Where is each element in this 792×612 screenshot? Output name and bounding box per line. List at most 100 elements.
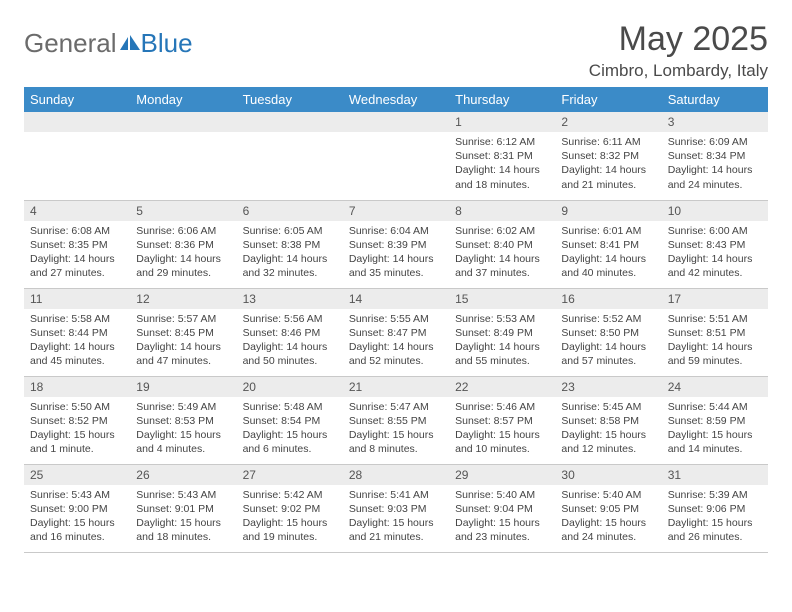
daylight-line: Daylight: 15 hours and 8 minutes. [349, 428, 443, 456]
calendar-cell: 24Sunrise: 5:44 AMSunset: 8:59 PMDayligh… [662, 376, 768, 464]
calendar-cell: 26Sunrise: 5:43 AMSunset: 9:01 PMDayligh… [130, 464, 236, 552]
calendar-cell: 29Sunrise: 5:40 AMSunset: 9:04 PMDayligh… [449, 464, 555, 552]
sunset-line: Sunset: 8:52 PM [30, 414, 124, 428]
day-details: Sunrise: 5:42 AMSunset: 9:02 PMDaylight:… [237, 485, 343, 551]
day-details: Sunrise: 5:43 AMSunset: 9:01 PMDaylight:… [130, 485, 236, 551]
day-number: 1 [449, 112, 555, 132]
calendar-cell: 28Sunrise: 5:41 AMSunset: 9:03 PMDayligh… [343, 464, 449, 552]
sunrise-line: Sunrise: 6:06 AM [136, 224, 230, 238]
sunset-line: Sunset: 8:55 PM [349, 414, 443, 428]
daylight-line: Daylight: 14 hours and 29 minutes. [136, 252, 230, 280]
daylight-line: Daylight: 14 hours and 37 minutes. [455, 252, 549, 280]
day-details: Sunrise: 5:57 AMSunset: 8:45 PMDaylight:… [130, 309, 236, 375]
daylight-line: Daylight: 15 hours and 24 minutes. [561, 516, 655, 544]
calendar-cell: 15Sunrise: 5:53 AMSunset: 8:49 PMDayligh… [449, 288, 555, 376]
sunrise-line: Sunrise: 5:44 AM [668, 400, 762, 414]
calendar-cell: 1Sunrise: 6:12 AMSunset: 8:31 PMDaylight… [449, 112, 555, 200]
day-number: 17 [662, 289, 768, 309]
calendar-cell: 3Sunrise: 6:09 AMSunset: 8:34 PMDaylight… [662, 112, 768, 200]
day-number: 5 [130, 201, 236, 221]
sunset-line: Sunset: 8:43 PM [668, 238, 762, 252]
day-header-row: Sunday Monday Tuesday Wednesday Thursday… [24, 87, 768, 112]
day-number: 29 [449, 465, 555, 485]
sunrise-line: Sunrise: 6:00 AM [668, 224, 762, 238]
sunrise-line: Sunrise: 5:43 AM [30, 488, 124, 502]
day-details: Sunrise: 5:45 AMSunset: 8:58 PMDaylight:… [555, 397, 661, 463]
calendar-week-row: 4Sunrise: 6:08 AMSunset: 8:35 PMDaylight… [24, 200, 768, 288]
daylight-line: Daylight: 14 hours and 52 minutes. [349, 340, 443, 368]
day-details: Sunrise: 5:53 AMSunset: 8:49 PMDaylight:… [449, 309, 555, 375]
sunrise-line: Sunrise: 5:56 AM [243, 312, 337, 326]
daylight-line: Daylight: 14 hours and 55 minutes. [455, 340, 549, 368]
sunset-line: Sunset: 8:57 PM [455, 414, 549, 428]
daylight-line: Daylight: 14 hours and 57 minutes. [561, 340, 655, 368]
day-header: Tuesday [237, 87, 343, 112]
daylight-line: Daylight: 15 hours and 12 minutes. [561, 428, 655, 456]
day-details: Sunrise: 6:04 AMSunset: 8:39 PMDaylight:… [343, 221, 449, 287]
sunset-line: Sunset: 8:39 PM [349, 238, 443, 252]
day-details: Sunrise: 6:00 AMSunset: 8:43 PMDaylight:… [662, 221, 768, 287]
calendar-cell: 20Sunrise: 5:48 AMSunset: 8:54 PMDayligh… [237, 376, 343, 464]
day-details: Sunrise: 6:06 AMSunset: 8:36 PMDaylight:… [130, 221, 236, 287]
sunrise-line: Sunrise: 6:08 AM [30, 224, 124, 238]
day-number: 13 [237, 289, 343, 309]
calendar-cell: 19Sunrise: 5:49 AMSunset: 8:53 PMDayligh… [130, 376, 236, 464]
day-number: 27 [237, 465, 343, 485]
sunset-line: Sunset: 9:05 PM [561, 502, 655, 516]
sunset-line: Sunset: 8:45 PM [136, 326, 230, 340]
sunrise-line: Sunrise: 5:49 AM [136, 400, 230, 414]
day-number: 7 [343, 201, 449, 221]
calendar-cell: 6Sunrise: 6:05 AMSunset: 8:38 PMDaylight… [237, 200, 343, 288]
day-number [237, 112, 343, 132]
sunrise-line: Sunrise: 6:12 AM [455, 135, 549, 149]
day-number: 2 [555, 112, 661, 132]
calendar-cell: 11Sunrise: 5:58 AMSunset: 8:44 PMDayligh… [24, 288, 130, 376]
sunrise-line: Sunrise: 6:04 AM [349, 224, 443, 238]
day-number [130, 112, 236, 132]
daylight-line: Daylight: 15 hours and 6 minutes. [243, 428, 337, 456]
day-details: Sunrise: 5:56 AMSunset: 8:46 PMDaylight:… [237, 309, 343, 375]
sunset-line: Sunset: 8:49 PM [455, 326, 549, 340]
sunrise-line: Sunrise: 5:47 AM [349, 400, 443, 414]
sunrise-line: Sunrise: 5:58 AM [30, 312, 124, 326]
day-details: Sunrise: 6:01 AMSunset: 8:41 PMDaylight:… [555, 221, 661, 287]
day-details: Sunrise: 5:52 AMSunset: 8:50 PMDaylight:… [555, 309, 661, 375]
day-number [343, 112, 449, 132]
sunset-line: Sunset: 8:50 PM [561, 326, 655, 340]
daylight-line: Daylight: 15 hours and 19 minutes. [243, 516, 337, 544]
day-number: 8 [449, 201, 555, 221]
daylight-line: Daylight: 15 hours and 18 minutes. [136, 516, 230, 544]
sunrise-line: Sunrise: 5:53 AM [455, 312, 549, 326]
calendar-cell: 23Sunrise: 5:45 AMSunset: 8:58 PMDayligh… [555, 376, 661, 464]
calendar-cell [343, 112, 449, 200]
daylight-line: Daylight: 15 hours and 16 minutes. [30, 516, 124, 544]
calendar-cell: 2Sunrise: 6:11 AMSunset: 8:32 PMDaylight… [555, 112, 661, 200]
sunset-line: Sunset: 8:58 PM [561, 414, 655, 428]
sunrise-line: Sunrise: 5:48 AM [243, 400, 337, 414]
daylight-line: Daylight: 14 hours and 32 minutes. [243, 252, 337, 280]
day-number: 18 [24, 377, 130, 397]
header: General Blue May 2025 Cimbro, Lombardy, … [24, 20, 768, 81]
logo-word-general: General [24, 28, 117, 59]
calendar-cell: 7Sunrise: 6:04 AMSunset: 8:39 PMDaylight… [343, 200, 449, 288]
sunset-line: Sunset: 9:00 PM [30, 502, 124, 516]
day-details: Sunrise: 6:09 AMSunset: 8:34 PMDaylight:… [662, 132, 768, 198]
day-number: 3 [662, 112, 768, 132]
day-details: Sunrise: 5:40 AMSunset: 9:05 PMDaylight:… [555, 485, 661, 551]
day-details: Sunrise: 6:05 AMSunset: 8:38 PMDaylight:… [237, 221, 343, 287]
day-details: Sunrise: 5:47 AMSunset: 8:55 PMDaylight:… [343, 397, 449, 463]
daylight-line: Daylight: 15 hours and 23 minutes. [455, 516, 549, 544]
day-details: Sunrise: 6:08 AMSunset: 8:35 PMDaylight:… [24, 221, 130, 287]
day-number: 9 [555, 201, 661, 221]
daylight-line: Daylight: 14 hours and 35 minutes. [349, 252, 443, 280]
sunset-line: Sunset: 8:38 PM [243, 238, 337, 252]
sunrise-line: Sunrise: 5:41 AM [349, 488, 443, 502]
day-number: 6 [237, 201, 343, 221]
day-header: Friday [555, 87, 661, 112]
day-details: Sunrise: 5:50 AMSunset: 8:52 PMDaylight:… [24, 397, 130, 463]
sunset-line: Sunset: 9:02 PM [243, 502, 337, 516]
sunset-line: Sunset: 9:04 PM [455, 502, 549, 516]
sunrise-line: Sunrise: 6:01 AM [561, 224, 655, 238]
day-number: 15 [449, 289, 555, 309]
calendar-cell: 30Sunrise: 5:40 AMSunset: 9:05 PMDayligh… [555, 464, 661, 552]
